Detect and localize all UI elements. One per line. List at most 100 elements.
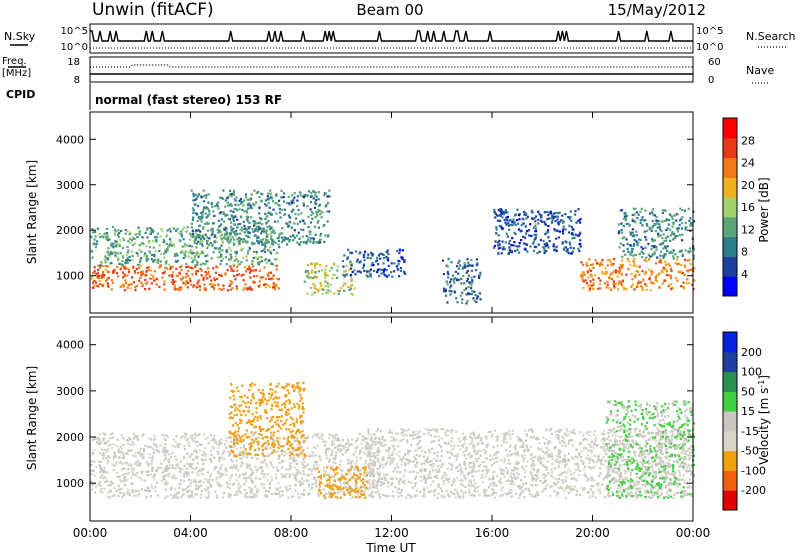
heatmap-cell [221,249,224,252]
heatmap-cell [184,436,187,439]
heatmap-cell [558,460,561,463]
heatmap-cell [246,463,249,466]
heatmap-cell [291,239,294,242]
heatmap-cell [196,233,199,237]
heatmap-cell [263,483,266,486]
heatmap-cell [106,234,109,237]
heatmap-cell [349,251,352,254]
heatmap-cell [283,402,286,405]
heatmap-cell [651,245,654,248]
heatmap-cell [307,236,310,239]
heatmap-cell [258,401,261,405]
heatmap-cell [146,227,149,230]
heatmap-cell [124,473,127,476]
heatmap-cell [343,270,346,273]
heatmap-cell [375,487,378,490]
heatmap-cell [143,489,146,492]
heatmap-cell [586,454,590,457]
heatmap-cell [219,211,223,214]
heatmap-cell [373,473,376,477]
heatmap-cell [142,243,145,246]
heatmap-cell [639,210,642,213]
heatmap-cell [508,223,511,226]
heatmap-cell [689,250,692,253]
heatmap-cell [371,261,374,265]
heatmap-cell [259,276,262,279]
heatmap-cell [326,292,329,295]
heatmap-cell [158,466,161,469]
heatmap-cell [651,225,654,228]
colorbar-tick-label: 8 [741,246,748,259]
heatmap-cell [662,256,665,259]
heatmap-cell [93,284,96,287]
heatmap-cell [292,234,295,237]
heatmap-cell [196,213,199,216]
heatmap-cell [288,464,291,468]
heatmap-cell [684,228,687,231]
heatmap-cell [204,488,207,491]
heatmap-cell [674,253,677,256]
heatmap-cell [672,257,675,260]
heatmap-cell [683,463,686,466]
heatmap-cell [506,219,509,222]
heatmap-cell [293,229,296,232]
heatmap-cell [204,453,208,456]
heatmap-cell [307,483,311,486]
heatmap-cell [242,455,245,458]
heatmap-cell [175,274,178,277]
heatmap-cell [328,475,331,479]
heatmap-cell [672,286,675,289]
heatmap-cell [204,233,207,236]
heatmap-cell [121,260,124,263]
heatmap-cell [317,198,320,201]
heatmap-cell [153,478,156,481]
heatmap-cell [457,267,460,270]
heatmap-cell [382,271,385,274]
heatmap-cell [190,453,193,456]
heatmap-cell [306,274,309,277]
heatmap-cell [259,391,262,395]
heatmap-cell [554,220,557,223]
heatmap-cell [134,451,137,454]
heatmap-cell [194,440,197,444]
heatmap-cell [174,477,177,480]
heatmap-cell [376,471,379,474]
heatmap-cell [246,235,249,238]
heatmap-cell [501,432,504,435]
heatmap-cell [319,284,323,287]
heatmap-cell [163,288,166,291]
heatmap-cell [178,271,181,274]
heatmap-cell [206,277,209,280]
heatmap-cell [680,270,683,273]
heatmap-cell [102,437,105,440]
heatmap-cell [145,228,149,232]
heatmap-cell [157,259,160,262]
heatmap-cell [603,433,606,436]
heatmap-cell [531,211,534,214]
heatmap-cell [186,226,189,229]
heatmap-cell [145,256,148,259]
heatmap-cell [109,433,112,436]
heatmap-cell [182,228,185,231]
heatmap-cell [203,283,206,286]
heatmap-cell [627,439,630,442]
heatmap-cell [571,444,574,447]
heatmap-cell [176,443,179,446]
heatmap-cell [245,491,248,494]
heatmap-cell [391,275,394,278]
heatmap-cell [288,224,291,227]
heatmap-cell [406,458,409,462]
heatmap-cell [229,283,232,286]
heatmap-cell [196,263,199,266]
heatmap-cell [227,217,230,221]
heatmap-cell [471,264,474,267]
heatmap-cell [364,487,367,491]
heatmap-cell [201,454,204,457]
heatmap-cell [264,410,267,413]
heatmap-cell [350,277,353,280]
heatmap-cell [153,475,156,478]
heatmap-cell [536,457,540,460]
heatmap-cell [376,268,380,271]
heatmap-cell [624,217,627,220]
heatmap-cell [598,264,602,267]
